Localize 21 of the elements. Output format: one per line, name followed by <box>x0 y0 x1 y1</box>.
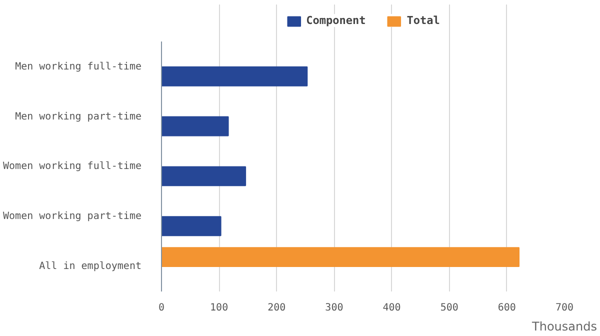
y-tick-label: Women working full-time <box>3 161 142 172</box>
x-tick-label: 0 <box>158 302 165 314</box>
bar <box>162 247 520 268</box>
x-tick-label: 500 <box>440 302 458 314</box>
bar <box>162 66 308 86</box>
x-tick-label: 100 <box>210 302 228 314</box>
x-tick-label: 400 <box>382 302 401 314</box>
y-tick-label: Women working part-time <box>3 211 142 222</box>
bar <box>162 116 229 136</box>
legend-label: Total <box>406 14 440 27</box>
x-tick-label: 200 <box>268 302 286 314</box>
x-tick-label: 300 <box>325 302 344 314</box>
y-tick-label: Men working part-time <box>15 111 142 122</box>
x-tick-label: 700 <box>555 302 574 314</box>
x-tick-label: 600 <box>498 302 516 314</box>
y-tick-label: Men working full-time <box>15 61 142 72</box>
legend-label: Component <box>306 14 366 27</box>
bar <box>162 166 246 186</box>
y-tick-label: All in employment <box>39 261 142 272</box>
bar <box>162 216 222 236</box>
x-axis-title: Thousands <box>531 320 597 334</box>
